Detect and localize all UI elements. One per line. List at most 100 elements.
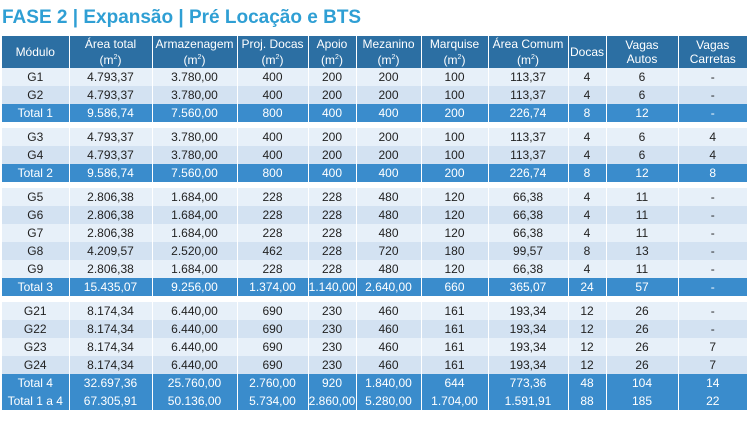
row-label: G23 [2, 338, 69, 356]
cell: 9.586,74 [68, 104, 152, 122]
cell: 32.697,36 [68, 374, 152, 392]
cell: 48 [567, 374, 606, 392]
cell: 226,74 [487, 104, 568, 122]
header-line1: Módulo [15, 45, 55, 59]
cell: 5.734,00 [236, 392, 308, 410]
cell: 7 [677, 338, 747, 356]
table-row: G22 8.174,34 6.440,00 690 230 460 161 193,34 12 2… [2, 320, 747, 338]
cell: 4 [567, 146, 606, 164]
cell: 3.780,00 [151, 68, 237, 86]
cell: 200 [355, 68, 421, 86]
cell: 8 [567, 242, 606, 260]
cell: 11 [605, 260, 678, 278]
column-header: Docas [567, 36, 606, 68]
cell: 8.174,34 [68, 356, 152, 374]
row-label: G2 [2, 86, 69, 104]
cell: - [677, 260, 747, 278]
cell: 2.806,38 [68, 188, 152, 206]
cell: 4.793,37 [68, 86, 152, 104]
column-header: Armazenagem (m2) [151, 36, 237, 68]
cell: 2.520,00 [151, 242, 237, 260]
area-table: Módulo Área total (m2) Armazenagem (m2) Proj.… [2, 36, 747, 410]
row-label: G22 [2, 320, 69, 338]
row-label: Total 1 a 4 [2, 392, 69, 410]
cell: 228 [307, 242, 356, 260]
page-title: FASE 2 | Expansão | Pré Locação e BTS [2, 7, 362, 28]
cell: 4 [567, 260, 606, 278]
cell: 4 [677, 128, 747, 146]
cell: 12 [605, 104, 678, 122]
cell: 3.780,00 [151, 86, 237, 104]
cell: 185 [605, 392, 678, 410]
table-row: G2 4.793,37 3.780,00 400 200 200 100 113,37 4 6- [2, 86, 747, 104]
cell: 7.560,00 [151, 104, 237, 122]
table-row: G1 4.793,37 3.780,00 400 200 200 100 113,37 4 6- [2, 68, 747, 86]
cell: 13 [605, 242, 678, 260]
cell: 12 [567, 338, 606, 356]
cell: 12 [567, 302, 606, 320]
cell: 200 [355, 128, 421, 146]
cell: 66,38 [487, 260, 568, 278]
group-spacer [2, 182, 747, 188]
header-unit: (m [99, 53, 114, 67]
cell: 690 [236, 356, 308, 374]
cell: 1.140,00 [307, 278, 356, 296]
cell: 2.806,38 [68, 224, 152, 242]
cell: 690 [236, 320, 308, 338]
header-unit: (m [321, 53, 336, 67]
cell: 400 [236, 68, 308, 86]
header-unit-close: ) [338, 53, 343, 67]
header-unit: (m [377, 53, 392, 67]
header-unit-sup: 2 [391, 54, 396, 61]
cell: 460 [355, 356, 421, 374]
cell: 100 [420, 86, 488, 104]
cell: 200 [307, 86, 356, 104]
cell: 11 [605, 188, 678, 206]
cell: 644 [420, 374, 488, 392]
cell: - [677, 206, 747, 224]
cell: 480 [355, 188, 421, 206]
cell: 120 [420, 260, 488, 278]
cell: 57 [605, 278, 678, 296]
cell: 161 [420, 302, 488, 320]
header-unit-sup: 2 [457, 54, 462, 61]
cell: 400 [236, 86, 308, 104]
cell: 1.684,00 [151, 260, 237, 278]
column-header: Apoio (m2) [307, 36, 356, 68]
cell: 228 [307, 206, 356, 224]
cell: 460 [355, 338, 421, 356]
cell: 113,37 [487, 128, 568, 146]
cell: - [677, 224, 747, 242]
cell: 400 [307, 164, 356, 182]
spacer-cell [2, 182, 747, 188]
cell: 480 [355, 260, 421, 278]
header-line1: Armazenagem [155, 37, 234, 51]
table-body: G1 4.793,37 3.780,00 400 200 200 100 113,37 4 6- G… [2, 68, 747, 410]
cell: 100 [420, 68, 488, 86]
cell: 5.280,00 [355, 392, 421, 410]
cell: 400 [355, 104, 421, 122]
cell: 4 [567, 128, 606, 146]
cell: 66,38 [487, 224, 568, 242]
cell: 6.440,00 [151, 302, 237, 320]
header-line1: Área Comum [492, 37, 564, 51]
row-label: G7 [2, 224, 69, 242]
cell: 100 [420, 146, 488, 164]
column-header: Vagas Autos [605, 36, 678, 68]
cell: 7 [677, 356, 747, 374]
cell: 120 [420, 188, 488, 206]
cell: - [677, 278, 747, 296]
cell: 6.440,00 [151, 356, 237, 374]
table-row: G6 2.806,38 1.684,00 228 228 480 120 66,38 4 11- [2, 206, 747, 224]
cell: 26 [605, 302, 678, 320]
cell: 4 [567, 224, 606, 242]
cell: 12 [567, 356, 606, 374]
group-spacer [2, 296, 747, 302]
cell: 8.174,34 [68, 320, 152, 338]
subtotal-row: Total 4 32.697,36 25.760,00 2.760,00 920 1.84… [2, 374, 747, 392]
cell: 462 [236, 242, 308, 260]
row-label: G6 [2, 206, 69, 224]
header-line1: Vagas [625, 38, 659, 52]
row-label: Total 1 [2, 104, 69, 122]
header-unit-close: ) [117, 53, 122, 67]
